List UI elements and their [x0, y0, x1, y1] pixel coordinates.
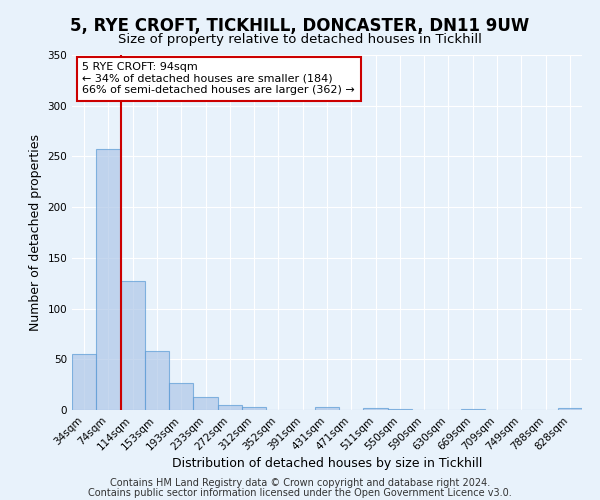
Bar: [388, 409, 412, 410]
Bar: [242, 407, 266, 410]
Bar: [558, 408, 582, 410]
Bar: [72, 354, 96, 410]
Bar: [145, 351, 169, 410]
Bar: [461, 409, 485, 410]
Bar: [364, 408, 388, 410]
Bar: [315, 407, 339, 410]
Text: 5 RYE CROFT: 94sqm
← 34% of detached houses are smaller (184)
66% of semi-detach: 5 RYE CROFT: 94sqm ← 34% of detached hou…: [82, 62, 355, 96]
Bar: [218, 405, 242, 410]
Bar: [169, 382, 193, 410]
Text: 5, RYE CROFT, TICKHILL, DONCASTER, DN11 9UW: 5, RYE CROFT, TICKHILL, DONCASTER, DN11 …: [70, 18, 530, 36]
Text: Contains HM Land Registry data © Crown copyright and database right 2024.: Contains HM Land Registry data © Crown c…: [110, 478, 490, 488]
Text: Size of property relative to detached houses in Tickhill: Size of property relative to detached ho…: [118, 32, 482, 46]
Bar: [96, 150, 121, 410]
Y-axis label: Number of detached properties: Number of detached properties: [29, 134, 42, 331]
Bar: [193, 397, 218, 410]
Bar: [121, 281, 145, 410]
Text: Contains public sector information licensed under the Open Government Licence v3: Contains public sector information licen…: [88, 488, 512, 498]
X-axis label: Distribution of detached houses by size in Tickhill: Distribution of detached houses by size …: [172, 458, 482, 470]
